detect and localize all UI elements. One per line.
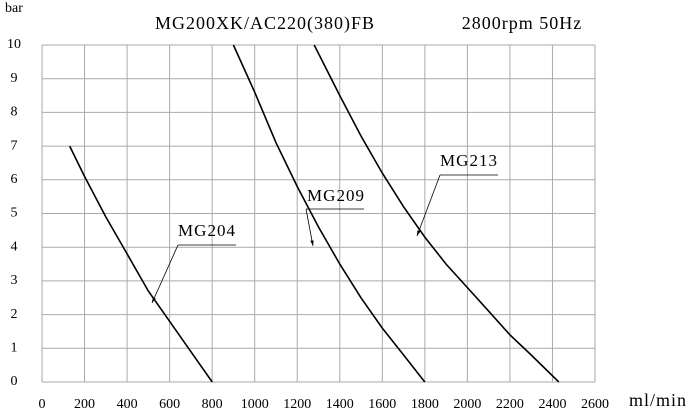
y-tick-label: 10 [7, 37, 21, 52]
leader-arrow [416, 174, 441, 237]
y-tick-label: 8 [11, 105, 18, 120]
x-tick-label: 2600 [581, 397, 609, 412]
curve [313, 44, 560, 383]
curve [232, 44, 426, 383]
x-tick-label: 0 [39, 397, 46, 412]
x-tick-label: 2400 [538, 397, 566, 412]
x-tick-label: 600 [159, 397, 180, 412]
x-tick-label: 1000 [241, 397, 269, 412]
x-tick-label: 400 [117, 397, 138, 412]
x-tick-label: 2200 [496, 397, 524, 412]
leader-arrow [151, 244, 179, 304]
y-tick-label: 6 [11, 172, 18, 187]
chart-title: MG200XK/AC220(380)FB [155, 13, 375, 34]
chart-subtitle: 2800rpm 50Hz [462, 13, 582, 33]
x-tick-label: 800 [202, 397, 223, 412]
x-tick-label: 1600 [368, 397, 396, 412]
x-tick-label: 1400 [326, 397, 354, 412]
leader-arrow [305, 208, 314, 247]
y-tick-label: 3 [11, 273, 18, 288]
curve-label: MG204 [178, 221, 236, 240]
curve [68, 145, 213, 383]
y-tick-label: 0 [11, 374, 18, 389]
y-tick-label: 7 [11, 138, 18, 153]
x-tick-label: 200 [74, 397, 95, 412]
curve-label: MG213 [440, 151, 498, 170]
x-tick-label: 1200 [283, 397, 311, 412]
x-axis-label: ml/min [629, 390, 687, 410]
y-tick-label: 5 [11, 206, 18, 221]
y-axis-label: bar [5, 1, 23, 16]
x-tick-label: 2000 [453, 397, 481, 412]
curve-label: MG209 [307, 186, 365, 205]
y-tick-label: 4 [11, 239, 18, 254]
x-tick-label: 1800 [411, 397, 439, 412]
y-tick-label: 1 [11, 341, 18, 356]
y-tick-label: 2 [11, 307, 18, 322]
y-tick-label: 9 [11, 71, 18, 86]
